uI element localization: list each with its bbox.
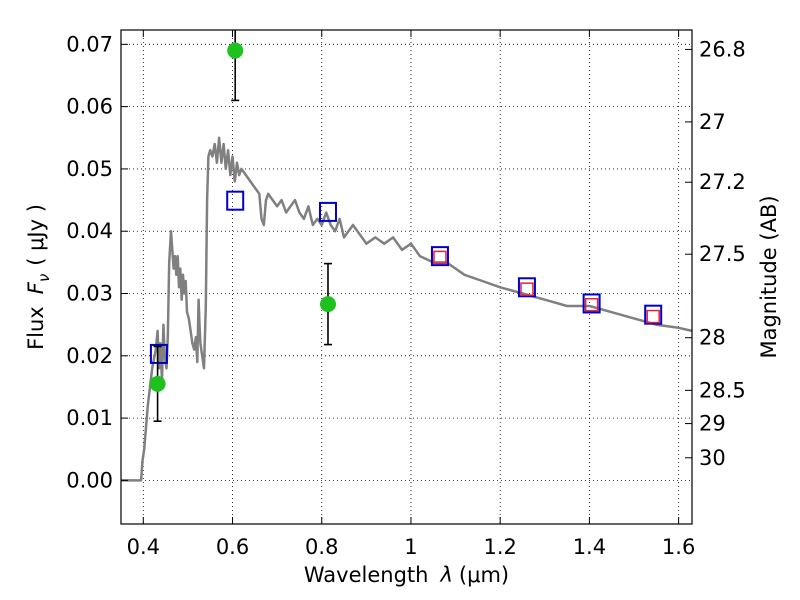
- x-tick-label: 0.6: [216, 535, 249, 559]
- model-square-blue: [226, 190, 245, 211]
- y2-tick-label: 28.5: [699, 378, 746, 402]
- y-tick-label: 0.02: [66, 344, 113, 368]
- y2-tick-label: 29: [699, 412, 726, 436]
- x-tick-label: 0.4: [127, 535, 160, 559]
- y2-tick-label: 28: [699, 326, 726, 350]
- y-tick-label: 0.06: [66, 95, 113, 119]
- x-tick-label: 1.6: [662, 535, 695, 559]
- y-axis-label: FluxFν( μJy ): [24, 204, 53, 350]
- x-tick-label: 1: [404, 535, 417, 559]
- observed-point: [227, 42, 244, 59]
- model-square-red: [433, 250, 447, 265]
- model-square-red: [584, 297, 599, 312]
- y2-tick-label: 27.5: [699, 242, 746, 266]
- ticks: 0.4 0.6 0.8 1 1.2 1.4 1.6 0.00 0.01 0.02 0.03 0.04 0…: [66, 30, 746, 559]
- y2-tick-label: 27: [699, 110, 726, 134]
- y-tick-label: 0.05: [66, 157, 113, 181]
- model-square-blue: [582, 293, 601, 314]
- x-tick-label: 1.4: [573, 535, 606, 559]
- model-square-blue: [430, 246, 449, 267]
- model-square-red: [646, 309, 660, 324]
- observed-point: [319, 296, 336, 313]
- y2-tick-label: 27.2: [699, 170, 746, 194]
- plot-area: [121, 30, 693, 482]
- model-sed-line: [121, 136, 693, 482]
- y-tick-label: 0.07: [66, 32, 113, 56]
- y2-axis-label: Magnitude (AB): [757, 195, 781, 358]
- y-tick-label: 0.03: [66, 282, 113, 306]
- y2-tick-label: 26.8: [699, 37, 746, 61]
- model-square-blue: [318, 201, 337, 222]
- y-tick-label: 0.04: [66, 219, 113, 243]
- y-tick-label: 0.00: [66, 468, 113, 492]
- y-tick-label: 0.01: [66, 406, 113, 430]
- plot-frame: [120, 29, 693, 525]
- model-square-blue: [644, 304, 663, 325]
- x-axis-label: Wavelength λ (μm): [304, 563, 509, 587]
- model-square-red: [520, 282, 534, 296]
- y2-tick-label: 30: [699, 446, 726, 470]
- observed-point: [149, 375, 166, 392]
- x-tick-label: 1.2: [483, 535, 516, 559]
- model-square-blue: [517, 277, 536, 298]
- x-tick-label: 0.8: [305, 535, 338, 559]
- model-square-blue: [149, 343, 168, 364]
